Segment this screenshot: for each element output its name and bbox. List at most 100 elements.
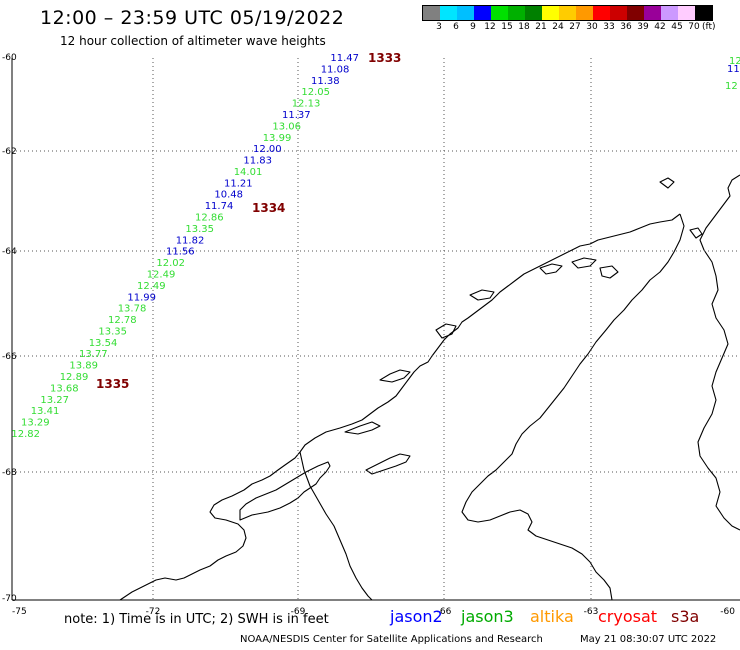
color-scale-tick: 45 xyxy=(671,22,683,32)
color-scale-tick: 15 xyxy=(501,22,513,32)
color-scale-bar xyxy=(422,5,713,21)
pass-time-label: 1333 xyxy=(368,51,401,65)
wave-height-label: 13.35 xyxy=(185,224,214,235)
longitude-label: -75 xyxy=(12,607,27,617)
color-swatch xyxy=(559,6,576,20)
wave-height-label: 13.89 xyxy=(69,361,98,372)
legend-jason2: jason2 xyxy=(390,607,443,626)
color-swatch xyxy=(610,6,627,20)
pass-time-label: 1334 xyxy=(252,201,285,215)
wave-height-label: 11.74 xyxy=(205,201,234,212)
generated-timestamp: May 21 08:30:07 UTC 2022 xyxy=(580,634,717,645)
color-swatch xyxy=(627,6,644,20)
color-swatch xyxy=(644,6,661,20)
axis-labels: -75 -72 -69 -66 -63 -60 -60 -62 -64 -66 -68 -70 xyxy=(2,53,735,617)
coastline-island-3 xyxy=(344,421,381,435)
wave-height-label: 11.99 xyxy=(127,292,156,303)
color-swatch xyxy=(440,6,457,20)
color-swatch xyxy=(695,6,712,20)
wave-height-label: 13.41 xyxy=(31,406,60,417)
wave-height-label: 10.48 xyxy=(214,190,243,201)
wave-height-label: 12.05 xyxy=(301,87,330,98)
coastline-island-1 xyxy=(239,461,331,521)
color-scale-tick: 33 xyxy=(603,22,615,32)
latitude-label: -66 xyxy=(2,352,17,362)
wave-height-label: 12.49 xyxy=(147,269,176,280)
coastline-island-5 xyxy=(435,323,457,339)
color-swatch xyxy=(661,6,678,20)
coastline-island-2 xyxy=(365,453,411,475)
altimeter-track: 11.4711.0811.3812.0512.1311.3713.0613.99… xyxy=(11,51,740,440)
wave-height-label: 13.78 xyxy=(118,304,147,315)
color-scale-tick: 21 xyxy=(535,22,547,32)
edge-wave-height-label: 11 xyxy=(727,64,740,75)
color-swatch xyxy=(474,6,491,20)
color-scale-tick: 24 xyxy=(552,22,564,32)
longitude-label: -69 xyxy=(291,607,306,617)
wave-height-label: 13.99 xyxy=(263,133,292,144)
color-scale-tick: 42 xyxy=(654,22,666,32)
color-scale-tick: 30 xyxy=(586,22,598,32)
coastline-south xyxy=(299,451,373,601)
wave-height-label: 13.77 xyxy=(79,349,108,360)
coastline-island-7 xyxy=(539,263,563,275)
wave-height-label: 11.47 xyxy=(330,53,359,64)
color-swatch xyxy=(678,6,695,20)
longitude-label: -72 xyxy=(146,607,161,617)
wave-height-label: 11.21 xyxy=(224,178,253,189)
wave-height-label: 12.89 xyxy=(60,372,89,383)
map-subtitle: 12 hour collection of altimeter wave hei… xyxy=(60,34,326,48)
legend-jason3: jason3 xyxy=(461,607,514,626)
map-title: 12:00 – 23:59 UTC 05/19/2022 xyxy=(40,7,345,29)
color-swatch xyxy=(457,6,474,20)
coastline-peninsula-west xyxy=(119,451,301,601)
latitude-label: -64 xyxy=(2,247,17,257)
wave-height-label: 13.54 xyxy=(89,338,118,349)
color-scale-tick: 70 xyxy=(688,22,700,32)
credit-line: NOAA/NESDIS Center for Satellite Applica… xyxy=(240,634,543,645)
latitude-label: -70 xyxy=(2,594,17,604)
wave-height-label: 11.82 xyxy=(176,235,205,246)
pass-time-label: 1335 xyxy=(96,377,129,391)
wave-height-label: 11.08 xyxy=(321,64,350,75)
color-scale-tick: 39 xyxy=(637,22,649,32)
coastline-island-10 xyxy=(659,177,675,189)
longitude-label: -63 xyxy=(584,607,599,617)
graticule xyxy=(12,58,740,600)
coastline-peninsula-inner xyxy=(299,213,681,453)
color-scale-tick: 27 xyxy=(569,22,581,32)
latitude-label: -68 xyxy=(2,468,17,478)
color-swatch xyxy=(508,6,525,20)
wave-height-label: 11.38 xyxy=(311,76,340,87)
wave-height-label: 12.82 xyxy=(11,429,40,440)
coastline xyxy=(119,174,740,601)
color-scale-tick: 12 xyxy=(484,22,496,32)
coastline-island-4 xyxy=(379,369,411,383)
wave-height-label: 13.68 xyxy=(50,383,79,394)
longitude-label: -66 xyxy=(437,607,452,617)
wave-height-label: 13.27 xyxy=(40,395,69,406)
coastline-island-9 xyxy=(599,265,619,279)
color-scale-unit: (ft) xyxy=(702,22,716,32)
wave-height-label: 11.37 xyxy=(282,110,311,121)
wave-height-label: 13.06 xyxy=(272,121,301,132)
color-scale-tick: 6 xyxy=(453,22,459,32)
coastline-island-11 xyxy=(689,227,703,239)
coastline-larsen-shelf xyxy=(461,213,685,601)
latitude-label: -60 xyxy=(2,53,17,63)
wave-height-label: 13.35 xyxy=(98,326,127,337)
coastline-east xyxy=(697,174,740,531)
wave-height-label: 14.01 xyxy=(234,167,263,178)
wave-height-label: 12.00 xyxy=(253,144,282,155)
color-swatch xyxy=(576,6,593,20)
legend-cryosat: cryosat xyxy=(598,607,658,626)
coastline-island-8 xyxy=(571,257,597,269)
wave-height-label: 13.29 xyxy=(21,418,50,429)
coastline-island-6 xyxy=(469,289,495,301)
color-swatch xyxy=(593,6,610,20)
color-scale-tick: 18 xyxy=(518,22,530,32)
wave-height-label: 12.78 xyxy=(108,315,137,326)
longitude-label: -60 xyxy=(720,607,735,617)
wave-height-label: 11.83 xyxy=(243,156,272,167)
